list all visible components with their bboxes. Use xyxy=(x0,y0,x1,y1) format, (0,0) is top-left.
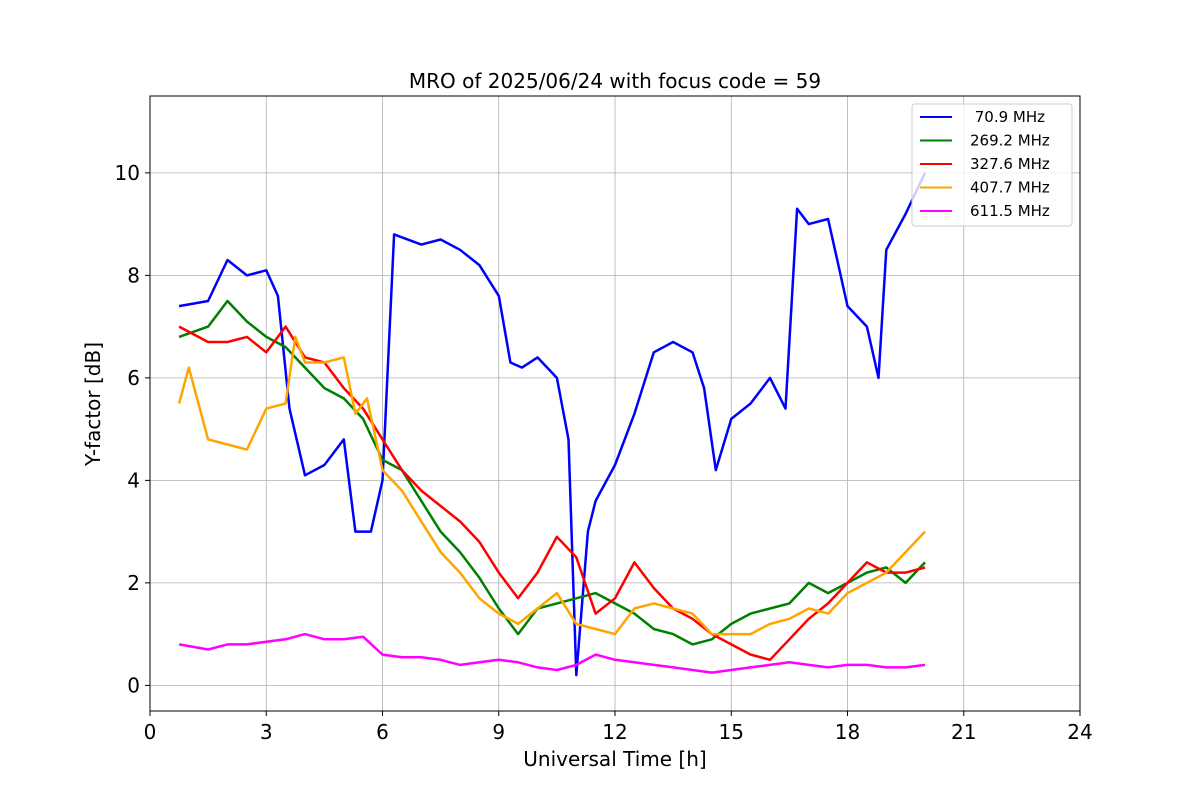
legend: 70.9 MHz 269.2 MHz 327.6 MHz 407.7 MHz 611.5… xyxy=(911,103,1073,227)
series-line-407-7-mhz xyxy=(177,335,926,636)
legend-label-70-9-mhz: 70.9 MHz xyxy=(970,108,1045,126)
x-tick-label: 21 xyxy=(951,720,976,744)
y-tick-label: 8 xyxy=(127,263,140,287)
y-tick-label: 2 xyxy=(127,571,140,595)
y-axis-label: Y-factor [dB] xyxy=(81,342,105,467)
x-tick-label: 3 xyxy=(260,720,273,744)
x-axis-ticks: 0 3 6 9 12 15 18 21 24 xyxy=(144,711,1093,744)
y-tick-label: 6 xyxy=(127,366,140,390)
x-tick-label: 0 xyxy=(144,720,157,744)
legend-label-611-5-mhz: 611.5 MHz xyxy=(970,202,1050,220)
legend-label-327-6-mhz: 327.6 MHz xyxy=(970,155,1050,173)
series-line-70-9-mhz xyxy=(178,172,927,677)
series-line-269-2-mhz xyxy=(178,299,926,646)
legend-items: 70.9 MHz 269.2 MHz 327.6 MHz 407.7 MHz 611.5… xyxy=(920,108,1050,220)
x-tick-label: 15 xyxy=(719,720,744,744)
chart-title: MRO of 2025/06/24 with focus code = 59 xyxy=(409,69,821,93)
legend-box xyxy=(911,103,1073,227)
series-lines xyxy=(177,172,927,677)
x-tick-label: 9 xyxy=(492,720,505,744)
grid-lines xyxy=(149,96,1081,711)
x-tick-label: 12 xyxy=(602,720,627,744)
x-tick-label: 6 xyxy=(376,720,389,744)
y-tick-label: 10 xyxy=(115,161,140,185)
y-tick-label: 0 xyxy=(127,673,140,697)
x-tick-label: 18 xyxy=(835,720,860,744)
series-line-611-5-mhz xyxy=(178,632,926,674)
x-axis-label: Universal Time [h] xyxy=(523,747,706,771)
series-line-327-6-mhz xyxy=(178,325,926,662)
legend-label-269-2-mhz: 269.2 MHz xyxy=(970,132,1050,150)
y-axis-ticks: 0 2 4 6 8 10 xyxy=(115,161,150,697)
y-tick-label: 4 xyxy=(127,468,140,492)
x-tick-label: 24 xyxy=(1067,720,1092,744)
legend-label-407-7-mhz: 407.7 MHz xyxy=(970,179,1050,197)
